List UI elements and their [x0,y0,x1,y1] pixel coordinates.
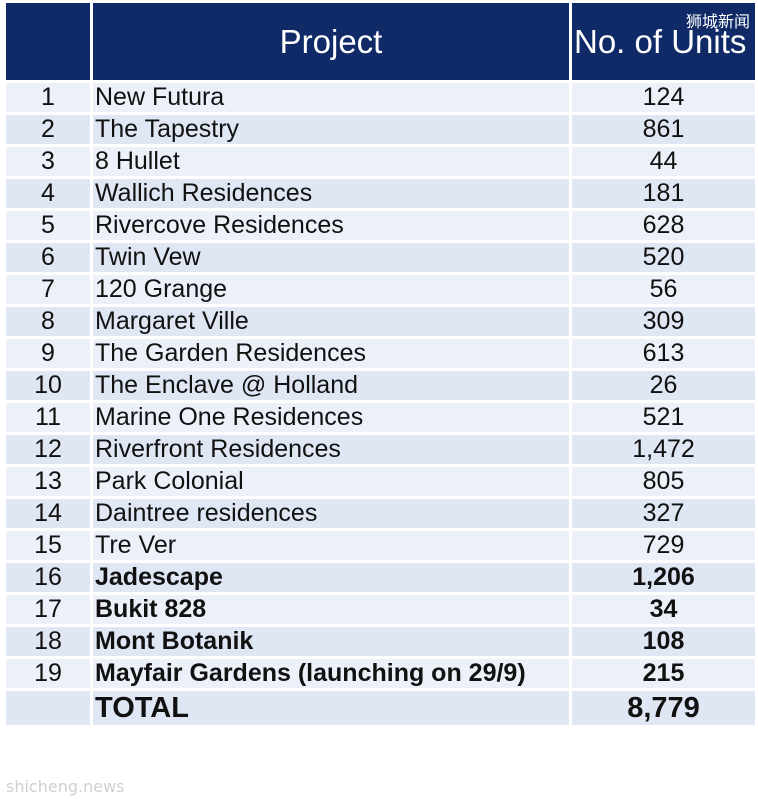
header-number [3,3,93,83]
table-row: 4 Wallich Residences 181 [3,176,758,211]
unit-count: 108 [569,624,758,659]
header-row: Project No. of Units [3,3,758,83]
unit-count: 521 [569,400,758,435]
table-row: 1 New Futura 124 [3,80,758,115]
table-row: 9 The Garden Residences 613 [3,336,758,371]
table-row: 14 Daintree residences 327 [3,496,758,531]
row-number: 12 [3,432,93,467]
row-number: 9 [3,336,93,371]
unit-count: 1,472 [569,432,758,467]
unit-count: 56 [569,272,758,307]
unit-count: 34 [569,592,758,627]
project-name: Mayfair Gardens (launching on 29/9) [90,656,572,691]
project-name: Mont Botanik [90,624,572,659]
table-row: 18 Mont Botanik 108 [3,624,758,659]
project-name: 120 Grange [90,272,572,307]
unit-count: 613 [569,336,758,371]
row-number: 4 [3,176,93,211]
project-name: Jadescape [90,560,572,595]
project-name: The Tapestry [90,112,572,147]
row-number: 3 [3,144,93,179]
project-name: Margaret Ville [90,304,572,339]
unit-count: 309 [569,304,758,339]
unit-count: 26 [569,368,758,403]
row-number: 11 [3,400,93,435]
total-units: 8,779 [569,688,758,728]
table-row: 8 Margaret Ville 309 [3,304,758,339]
unit-count: 520 [569,240,758,275]
row-number: 19 [3,656,93,691]
unit-count: 1,206 [569,560,758,595]
total-number-cell [3,688,93,728]
project-name: Twin Vew [90,240,572,275]
unit-count: 729 [569,528,758,563]
project-name: The Garden Residences [90,336,572,371]
header-units: No. of Units [569,3,758,83]
project-name: New Futura [90,80,572,115]
total-row: TOTAL 8,779 [3,688,758,728]
row-number: 18 [3,624,93,659]
project-name: Park Colonial [90,464,572,499]
unit-count: 327 [569,496,758,531]
unit-count: 805 [569,464,758,499]
row-number: 7 [3,272,93,307]
unit-count: 628 [569,208,758,243]
table-row: 5 Rivercove Residences 628 [3,208,758,243]
table-row: 17 Bukit 828 34 [3,592,758,627]
unit-count: 124 [569,80,758,115]
table-row: 19 Mayfair Gardens (launching on 29/9) 215 [3,656,758,691]
project-name: Daintree residences [90,496,572,531]
project-name: The Enclave @ Holland [90,368,572,403]
table-row: 2 The Tapestry 861 [3,112,758,147]
row-number: 15 [3,528,93,563]
project-name: Bukit 828 [90,592,572,627]
units-table: Project No. of Units 1 New Futura 124 2 The … [3,3,758,728]
row-number: 8 [3,304,93,339]
row-number: 5 [3,208,93,243]
project-name: Marine One Residences [90,400,572,435]
row-number: 14 [3,496,93,531]
project-name: 8 Hullet [90,144,572,179]
table-row: 7 120 Grange 56 [3,272,758,307]
row-number: 1 [3,80,93,115]
table-row: 12 Riverfront Residences 1,472 [3,432,758,467]
total-label: TOTAL [90,688,572,728]
watermark-top-right: 狮城新闻 [685,12,750,31]
project-name: Tre Ver [90,528,572,563]
header-project: Project [90,3,572,83]
row-number: 16 [3,560,93,595]
watermark-bottom-left: shicheng.news [6,777,125,796]
table-row: 10 The Enclave @ Holland 26 [3,368,758,403]
project-name: Wallich Residences [90,176,572,211]
unit-count: 861 [569,112,758,147]
unit-count: 215 [569,656,758,691]
row-number: 10 [3,368,93,403]
row-number: 13 [3,464,93,499]
table-row: 13 Park Colonial 805 [3,464,758,499]
table-row: 6 Twin Vew 520 [3,240,758,275]
unit-count: 44 [569,144,758,179]
table-row: 11 Marine One Residences 521 [3,400,758,435]
row-number: 17 [3,592,93,627]
project-name: Riverfront Residences [90,432,572,467]
table-row: 16 Jadescape 1,206 [3,560,758,595]
table-row: 15 Tre Ver 729 [3,528,758,563]
project-name: Rivercove Residences [90,208,572,243]
row-number: 2 [3,112,93,147]
unit-count: 181 [569,176,758,211]
table-body: 1 New Futura 124 2 The Tapestry 861 3 8 Hullet 4… [3,80,758,728]
row-number: 6 [3,240,93,275]
